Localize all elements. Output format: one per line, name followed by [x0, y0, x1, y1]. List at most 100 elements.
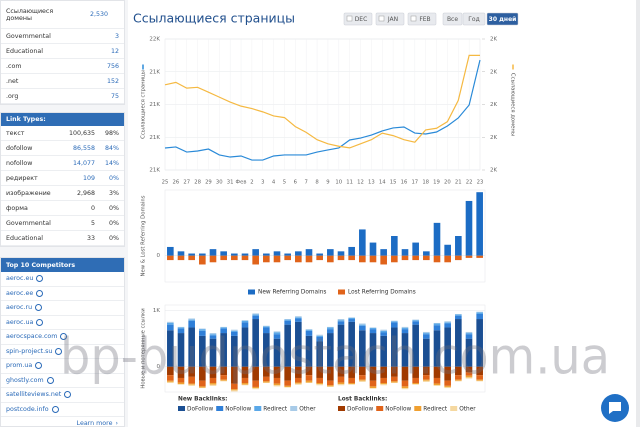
row-count: 0 — [90, 204, 95, 212]
row-count: 86,558 — [72, 144, 95, 152]
bar — [380, 384, 387, 386]
row-label: редирект — [6, 174, 38, 182]
bar — [359, 323, 366, 325]
line-series — [164, 59, 481, 161]
bar — [455, 313, 462, 315]
bar — [295, 255, 302, 263]
bar — [231, 335, 238, 367]
chat-icon — [609, 402, 621, 414]
row-percent: 0% — [109, 174, 119, 182]
competitor-link[interactable]: aeroc.eu — [6, 275, 34, 283]
bar — [348, 377, 355, 384]
bar — [188, 383, 195, 385]
filter-button[interactable] — [462, 12, 486, 26]
row-value[interactable]: 3 — [114, 32, 119, 40]
row-value[interactable]: 12 — [110, 47, 119, 55]
y-axis-title: New & Lost Referring Domains — [141, 195, 147, 276]
bar — [177, 377, 185, 383]
bar — [412, 242, 419, 256]
bar — [177, 327, 185, 329]
bar — [177, 384, 185, 385]
bar — [284, 366, 291, 381]
filter-button-label[interactable]: Год — [468, 16, 479, 23]
bar — [412, 384, 419, 385]
competitor-link[interactable]: ghostly.com — [6, 376, 44, 384]
filter-button-label[interactable]: FEB — [419, 16, 430, 23]
bar — [284, 386, 291, 388]
bar — [177, 333, 185, 367]
bar — [369, 386, 377, 389]
competitor-link[interactable]: aeroc.ru — [6, 304, 33, 312]
row-value[interactable]: 756 — [106, 62, 119, 70]
bar — [167, 375, 174, 381]
row-label: Governmental — [6, 32, 51, 40]
bar — [465, 338, 473, 367]
table-row: Educational 33 0% — [1, 231, 124, 246]
bar — [220, 326, 227, 328]
bar — [231, 253, 238, 256]
learn-more-link[interactable]: Learn more — [76, 420, 113, 427]
bar — [295, 383, 302, 385]
row-value[interactable]: 75 — [110, 92, 119, 100]
bar — [220, 327, 227, 329]
competitor-link[interactable]: prom.ua — [6, 362, 33, 370]
bar — [476, 380, 483, 382]
competitor-link[interactable]: postcode.info — [6, 405, 49, 413]
filter-button[interactable] — [442, 12, 463, 26]
bar — [337, 384, 345, 386]
x-tick-label: 14 — [379, 180, 386, 186]
bar — [369, 327, 377, 329]
row-label: Ссылающиеся домены — [6, 7, 54, 22]
bar — [391, 320, 398, 322]
y2-tick-label: 2K — [490, 102, 497, 108]
competitor-icon — [36, 289, 44, 297]
legend-swatch — [178, 406, 185, 411]
bar — [348, 383, 355, 385]
bar — [167, 255, 174, 261]
bar — [380, 335, 387, 367]
x-tick-label: 10 — [335, 180, 342, 186]
row-value[interactable]: 2,530 — [89, 11, 108, 18]
competitor-row: aeroc.ru — [1, 301, 124, 316]
bar — [423, 338, 430, 367]
x-tick-label: 11 — [346, 180, 353, 186]
filter-button-label[interactable]: Все — [447, 16, 458, 23]
bar — [412, 377, 419, 384]
row-value[interactable]: 152 — [106, 77, 119, 85]
competitor-row: aeroc.ua — [1, 316, 124, 330]
competitor-link[interactable]: spin-project.su — [6, 347, 53, 355]
bar — [444, 385, 451, 387]
legend-label: NoFollow — [225, 407, 251, 413]
bar — [263, 327, 270, 334]
competitor-link[interactable]: aerocspace.com — [6, 333, 58, 341]
bar — [327, 385, 334, 387]
bar — [359, 229, 366, 256]
legend-label: Redirect — [263, 407, 288, 413]
bar — [401, 386, 409, 389]
competitor-link[interactable]: aeroc.ua — [6, 318, 34, 326]
bar — [444, 244, 451, 256]
filter-button-label[interactable]: DEC — [355, 16, 368, 23]
bar — [359, 380, 366, 382]
filter-button[interactable] — [486, 12, 519, 26]
row-percent: 3% — [109, 189, 119, 197]
row-label: текст — [6, 129, 25, 137]
competitor-link[interactable]: satelliteviews.net — [6, 391, 62, 399]
bar — [231, 389, 238, 391]
filter-button-label[interactable]: 30 дней — [489, 16, 517, 23]
bar — [252, 314, 259, 316]
table-row: редирект 109 0% — [1, 171, 124, 186]
competitor-icon — [60, 333, 68, 341]
competitor-link[interactable]: aeroc.ee — [6, 289, 34, 297]
bar — [241, 377, 249, 384]
bar — [369, 255, 377, 263]
bar — [209, 334, 217, 336]
filter-button-label[interactable]: JAN — [387, 16, 398, 23]
bar — [295, 366, 302, 378]
competitor-icon — [64, 391, 72, 399]
competitor-row: postcode.info — [1, 403, 124, 417]
bar — [327, 326, 334, 328]
bar — [273, 385, 281, 387]
bar — [423, 333, 430, 335]
bar — [252, 255, 259, 265]
